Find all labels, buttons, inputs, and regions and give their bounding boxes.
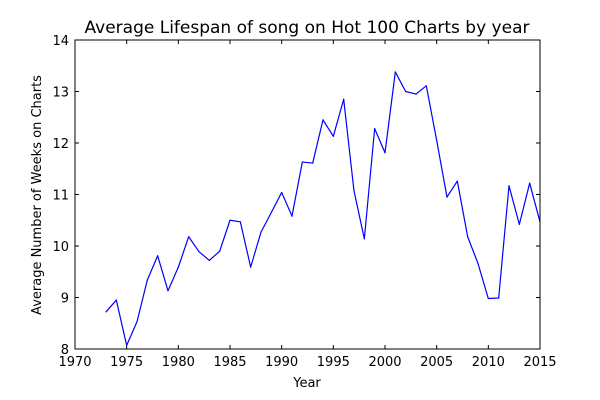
data-point: [477, 262, 479, 265]
data-point: [384, 152, 386, 154]
data-point: [198, 251, 200, 253]
data-point: [343, 98, 345, 100]
data-point: [322, 119, 324, 121]
data-point: [446, 196, 448, 198]
data-point: [394, 71, 396, 73]
y-tick-label: 12: [52, 137, 69, 152]
data-point: [508, 185, 510, 187]
data-point: [363, 238, 365, 240]
data-point: [250, 266, 252, 268]
x-tick-label: 2000: [368, 355, 401, 370]
data-point: [208, 259, 210, 262]
x-tick-label: 2015: [523, 355, 556, 370]
data-point: [219, 250, 221, 252]
y-tick-label: 10: [52, 240, 69, 255]
data-point: [518, 223, 520, 225]
x-tick-label: 1995: [317, 355, 350, 370]
data-point: [270, 211, 272, 214]
data-point: [529, 182, 531, 184]
data-point: [312, 162, 314, 164]
data-point: [167, 290, 169, 292]
data-point: [105, 311, 107, 313]
data-point: [260, 231, 262, 233]
x-tick-label: 1990: [265, 355, 298, 370]
x-axis-ticks: 1970 1975 1980 1985 1990 1995 2000 2005 2010 2015: [58, 40, 557, 370]
data-point: [415, 93, 417, 95]
data-point: [487, 297, 489, 300]
data-point: [405, 90, 407, 93]
data-point: [467, 236, 469, 238]
data-point: [188, 236, 190, 238]
data-point: [291, 215, 293, 217]
y-tick-label: 9: [61, 292, 69, 307]
data-point: [177, 266, 179, 268]
x-tick-label: 2005: [420, 355, 453, 370]
data-point: [436, 139, 438, 142]
data-point: [126, 344, 128, 346]
data-point: [146, 279, 148, 281]
data-point: [115, 299, 117, 301]
x-tick-label: 1985: [213, 355, 246, 370]
series-points: [105, 71, 541, 346]
x-tick-label: 1975: [110, 355, 143, 370]
y-tick-label: 11: [52, 189, 69, 204]
series-line: [105, 71, 541, 346]
data-point: [136, 321, 138, 323]
y-tick-label: 14: [52, 34, 69, 49]
data-point: [456, 180, 458, 182]
data-point: [239, 221, 241, 223]
x-tick-label: 1980: [162, 355, 195, 370]
data-point: [301, 161, 303, 163]
y-tick-label: 13: [52, 86, 69, 101]
data-point: [157, 255, 159, 257]
x-axis-label: Year: [292, 376, 321, 391]
data-point: [332, 135, 334, 137]
plot-frame: [74, 39, 541, 350]
y-axis-label: Average Number of Weeks on Charts: [30, 75, 45, 315]
data-point: [374, 127, 376, 130]
data-point: [353, 190, 355, 192]
y-tick-label: 8: [61, 343, 69, 358]
data-point: [425, 85, 427, 87]
chart-title: Average Lifespan of song on Hot 100 Char…: [85, 18, 530, 38]
data-point: [498, 297, 500, 299]
data-point: [281, 191, 283, 194]
x-tick-label: 2010: [472, 355, 505, 370]
x-tick-label: 1970: [58, 355, 91, 370]
data-point: [229, 219, 231, 221]
